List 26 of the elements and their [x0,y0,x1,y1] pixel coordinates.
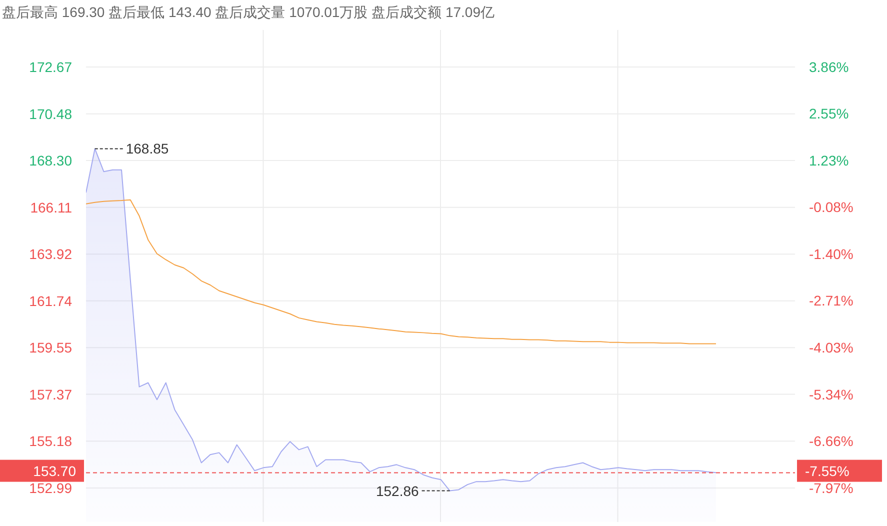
y-tick-label: 166.11 [30,199,72,216]
y2-tick-label: -7.97% [809,480,854,496]
ref-line-label: 153.70 [33,462,76,479]
y-tick-label: 168.30 [29,152,72,168]
y2-tick-label: 1.23% [809,152,849,169]
y-tick-label: 172.67 [29,59,72,76]
y2-tick-label: -0.08% [809,199,854,216]
y-tick-label: 157.37 [29,386,72,402]
y2-tick-label: 3.86% [809,59,849,75]
y2-tick-label: -1.40% [809,246,854,262]
y-tick-label: 152.99 [29,480,72,496]
y2-tick-label: -4.03% [809,340,854,356]
y2-tick-label: -5.34% [809,386,854,402]
text: -7.55% [805,462,850,479]
y-tick-label: 161.74 [29,292,72,309]
line-series [86,199,716,344]
y-tick-label: 159.55 [29,340,72,356]
y2-tick-label: -6.66% [809,433,854,450]
y-tick-label: 155.18 [29,433,72,450]
y2-tick-label: -2.71% [809,292,854,309]
annotation: 152.86 [376,482,420,499]
y2-tick-label: 2.55% [809,106,849,122]
annotation: 168.85 [126,140,169,157]
chart-title: 盘后最高 169.30 盘后最低 143.40 盘后成交量 1070.01万股 盘后成交额 17.09亿 [2,4,495,22]
y-tick-label: 163.92 [29,246,72,262]
y-tick-label: 170.48 [29,106,72,122]
